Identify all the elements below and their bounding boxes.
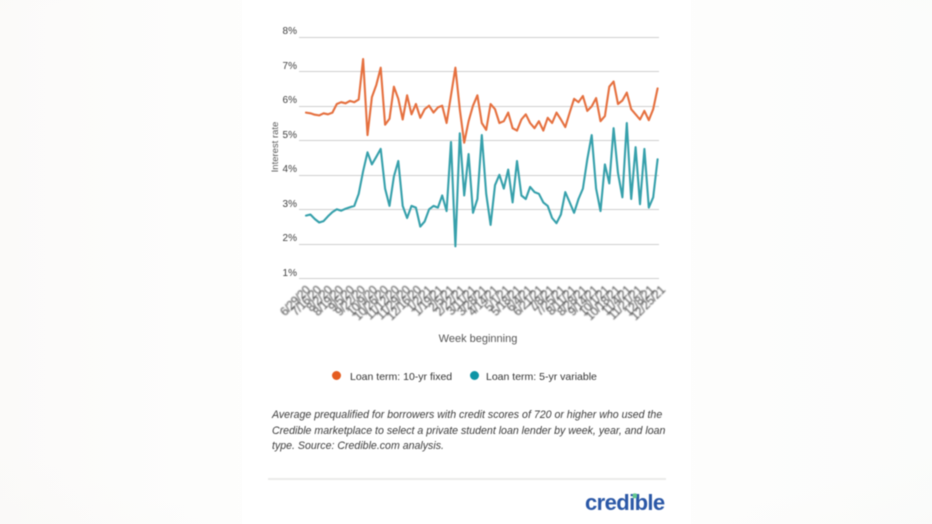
svg-text:credible: credible: [585, 492, 665, 515]
